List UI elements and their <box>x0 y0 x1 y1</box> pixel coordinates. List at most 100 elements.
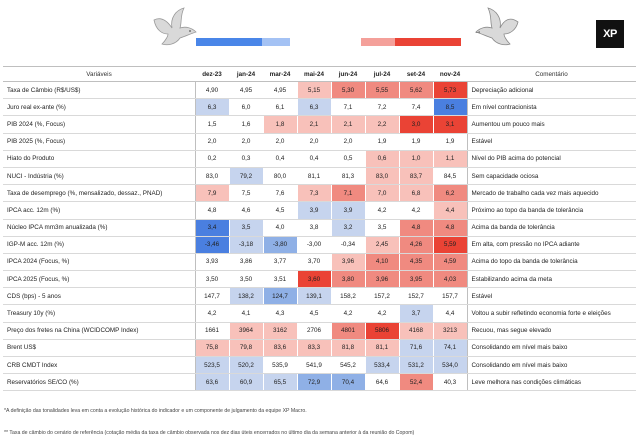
value-cell: 65,5 <box>262 373 297 392</box>
value-cell: 40,3 <box>432 373 467 392</box>
table-row: Núcleo IPCA mm3m anualizada (%) 3,4 3,5 4,0… <box>3 219 636 237</box>
value-cell: 6,1 <box>262 98 297 117</box>
value-cell: 84,5 <box>432 167 467 186</box>
value-cell: 4,0 <box>262 219 297 237</box>
table-row: PIB 2025 (%, Focus) 2,0 2,0 2,0 2,0 2,0 1,9 1,9… <box>3 133 636 151</box>
value-cell: 3,80 <box>330 270 365 289</box>
header-variables: Variáveis <box>3 66 195 82</box>
row-label: IPCA 2025 (Focus, %) <box>3 270 196 289</box>
value-cell: 3,9 <box>296 201 331 220</box>
value-cell: 81,1 <box>364 339 399 358</box>
value-cell: 531,2 <box>398 356 433 375</box>
value-cell: 3,96 <box>330 253 365 272</box>
value-cell: 4,8 <box>398 219 433 237</box>
value-cell: 3,60 <box>296 270 331 289</box>
value-cell: 7,4 <box>398 98 433 117</box>
value-cell: 4,03 <box>432 270 467 289</box>
value-cell: 7,0 <box>364 184 399 203</box>
table-row: Taxa de desemprego (%, mensalizado, dess… <box>3 184 636 203</box>
value-cell: 1,1 <box>432 150 467 168</box>
value-cell: 3,50 <box>228 270 263 289</box>
value-cell: 3,95 <box>398 270 433 289</box>
value-cell: 545,2 <box>330 356 365 375</box>
value-cell: 3,9 <box>330 201 365 220</box>
header-area: XP <box>0 0 639 62</box>
value-cell: 2,1 <box>330 115 365 134</box>
value-cell: 6,8 <box>398 184 433 203</box>
table-row: CRB CMDT Index 523,5 520,2 535,9 541,9 545,2 5… <box>3 356 636 375</box>
value-cell: 3213 <box>432 322 467 340</box>
value-cell: 2,0 <box>194 133 229 151</box>
value-cell: 81,1 <box>296 167 331 186</box>
value-cell: 75,8 <box>194 339 229 358</box>
value-cell: 3,5 <box>364 219 399 237</box>
value-cell: 1,0 <box>398 150 433 168</box>
value-cell: 83,7 <box>398 167 433 186</box>
value-cell: 60,9 <box>228 373 263 392</box>
row-comment: Leve melhora nas condições climáticas <box>466 373 636 392</box>
value-cell: 2,0 <box>262 133 297 151</box>
row-label: Reservatórios SE/CO (%) <box>3 373 196 392</box>
value-cell: 79,2 <box>228 167 263 186</box>
value-cell: 80,0 <box>262 167 297 186</box>
value-cell: 2,2 <box>364 115 399 134</box>
value-cell: 4,4 <box>432 304 467 323</box>
value-cell: 2,0 <box>228 133 263 151</box>
row-label: IPCA acc. 12m (%) <box>3 201 196 220</box>
value-cell: 5,73 <box>432 81 467 100</box>
value-cell: 2,0 <box>296 133 331 151</box>
value-cell: 4,2 <box>364 304 399 323</box>
value-cell: 81,3 <box>330 167 365 186</box>
row-label: IPCA 2024 (Focus, %) <box>3 253 196 272</box>
value-cell: 5,62 <box>398 81 433 100</box>
value-cell: 83,6 <box>262 339 297 358</box>
table-header-row: Variáveis dez-23 jan-24 mar-24 mai-24 jun-24… <box>3 66 636 82</box>
value-cell: 7,9 <box>194 184 229 203</box>
row-comment: Depreciação adicional <box>466 81 636 100</box>
row-label: PIB 2025 (%, Focus) <box>3 133 196 151</box>
header-date-jun-24: jun-24 <box>331 66 365 82</box>
value-cell: 4,10 <box>364 253 399 272</box>
value-cell: -3,18 <box>228 236 263 254</box>
table-row: IPCA 2024 (Focus, %) 3,93 3,86 3,77 3,70 3,96… <box>3 253 636 272</box>
value-cell: 157,2 <box>364 287 399 306</box>
value-cell: 3,2 <box>330 219 365 237</box>
value-cell: 3,5 <box>228 219 263 237</box>
value-cell: 64,6 <box>364 373 399 392</box>
value-cell: 520,2 <box>228 356 263 375</box>
value-cell: 1,9 <box>398 133 433 151</box>
value-cell: 2,0 <box>330 133 365 151</box>
row-comment: Nível do PIB acima do potencial <box>466 150 636 168</box>
row-label: CRB CMDT Index <box>3 356 196 375</box>
value-cell: 139,1 <box>296 287 331 306</box>
hawk-icon <box>475 7 519 46</box>
value-cell: 4,3 <box>262 304 297 323</box>
value-cell: 83,0 <box>364 167 399 186</box>
row-label: Taxa de Câmbio (R$/US$) <box>3 81 196 100</box>
value-cell: -3,46 <box>194 236 229 254</box>
row-comment: Consolidando em nível mais baixo <box>466 356 636 375</box>
row-comment: Estável <box>466 133 636 151</box>
value-cell: 4,5 <box>296 304 331 323</box>
value-cell: 3,0 <box>398 115 433 134</box>
value-cell: 533,4 <box>364 356 399 375</box>
value-cell: 4,1 <box>228 304 263 323</box>
value-cell: 5,30 <box>330 81 365 100</box>
value-cell: 74,1 <box>432 339 467 358</box>
value-cell: 4,8 <box>194 201 229 220</box>
value-cell: 83,3 <box>296 339 331 358</box>
header-date-mar-24: mar-24 <box>263 66 297 82</box>
value-cell: 71,6 <box>398 339 433 358</box>
value-cell: 3,51 <box>262 270 297 289</box>
value-cell: 5806 <box>364 322 399 340</box>
value-cell: 7,1 <box>330 98 365 117</box>
row-comment: Em nível contracionista <box>466 98 636 117</box>
row-label: Juro real ex-ante (%) <box>3 98 196 117</box>
value-cell: 3,86 <box>228 253 263 272</box>
value-cell: 4,4 <box>432 201 467 220</box>
row-comment: Acima da banda de tolerância <box>466 219 636 237</box>
footnote-2: ** Taxa de câmbio do cenário de referênc… <box>4 430 415 436</box>
value-cell: 0,3 <box>228 150 263 168</box>
value-cell: -0,34 <box>330 236 365 254</box>
row-label: NUCI - Indústria (%) <box>3 167 196 186</box>
